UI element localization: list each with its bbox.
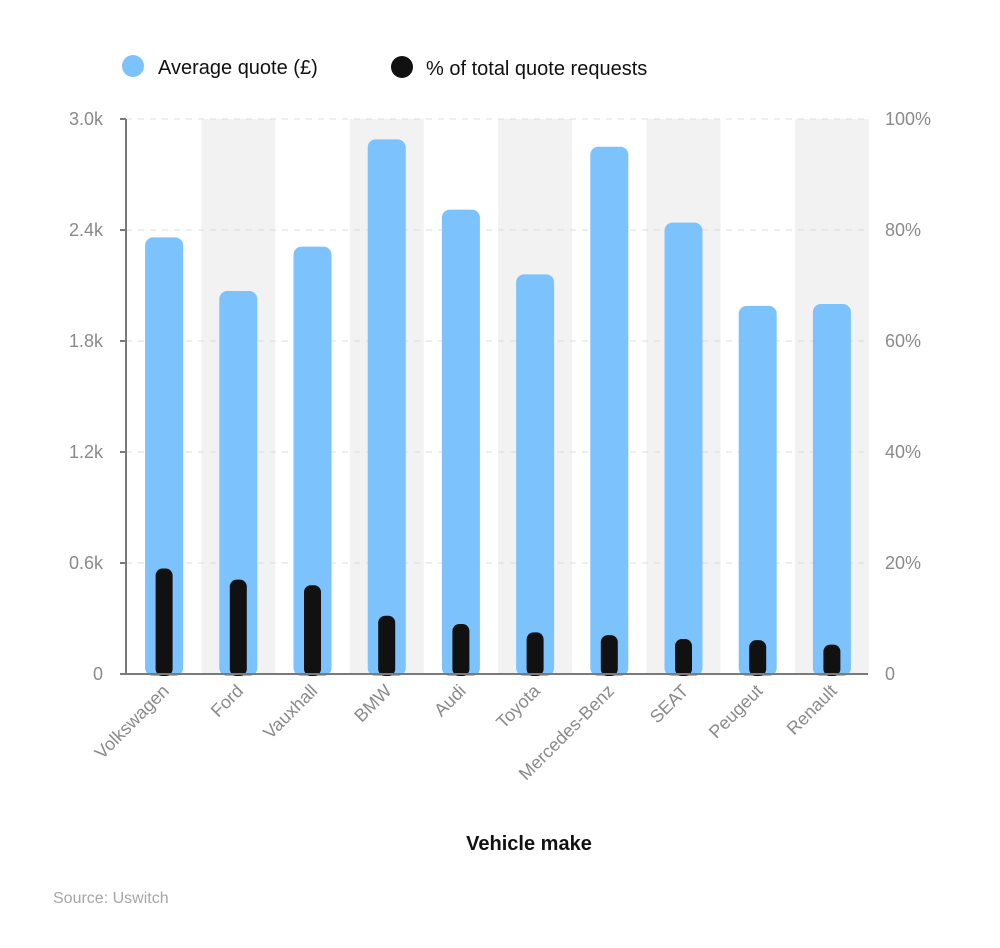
bar-quote-requests-bmw (378, 615, 396, 676)
axes (120, 118, 868, 675)
category-label-peugeut: Peugeut (705, 681, 767, 743)
bar-quote-requests-peugeut (749, 640, 767, 676)
bar-quote-requests-volkswagen (155, 568, 173, 676)
bar-average-quote-ford (219, 291, 258, 676)
category-labels: Volkswagen Ford Vauxhall BMW Audi ToyotaMerce… (91, 680, 841, 784)
legend-swatch-quote-requests (391, 56, 413, 78)
bar-average-quote-toyota (516, 274, 555, 676)
category-label-volkswagen: Volkswagen (91, 681, 173, 763)
legend-label-quote-requests: % of total quote requests (426, 58, 647, 80)
bar-quote-requests-toyota (526, 632, 544, 676)
category-label-renault: Renault (783, 681, 841, 739)
bar-average-quote-seat (664, 222, 703, 676)
bar-average-quote-audi (441, 209, 480, 676)
left-tick-label-1: 0.6k (69, 553, 104, 573)
bar-quote-requests-renault (823, 644, 841, 676)
category-label-audi: Audi (430, 681, 470, 721)
bar-quote-requests-audi (452, 624, 470, 676)
legend: Average quote (£) % of total quote reque… (122, 55, 647, 80)
bar-average-quote-renault (812, 304, 851, 676)
right-tick-label-5: 100% (885, 109, 931, 129)
right-tick-label-2: 40% (885, 442, 921, 462)
left-tick-label-3: 1.8k (69, 331, 104, 351)
left-tick-label-0: 0 (93, 664, 103, 684)
right-tick-label-1: 20% (885, 553, 921, 573)
legend-swatch-average-quote (122, 55, 144, 77)
bar-quote-requests-mercedes-benz (600, 635, 618, 676)
bar-quote-requests-vauxhall (304, 585, 321, 676)
right-axis-ticks: 0 20% 40% 60% 80% 100% (885, 109, 931, 684)
bar-average-quote-vauxhall (293, 246, 332, 676)
category-label-bmw: BMW (350, 681, 395, 726)
bar-average-quote-bmw (367, 139, 406, 677)
right-tick-label-4: 80% (885, 220, 921, 240)
bar-quote-requests-seat (675, 639, 692, 676)
legend-label-average-quote: Average quote (£) (158, 57, 318, 79)
x-axis-title: Vehicle make (466, 833, 592, 855)
bar-average-quote-volkswagen (145, 237, 184, 676)
right-tick-label-3: 60% (885, 331, 921, 351)
bar-average-quote-mercedes-benz (590, 146, 629, 676)
average-quote-bars (145, 139, 851, 677)
left-tick-label-4: 2.4k (69, 220, 104, 240)
category-label-toyota: Toyota (492, 680, 544, 732)
category-label-seat: SEAT (646, 681, 692, 727)
right-tick-label-0: 0 (885, 664, 895, 684)
left-tick-label-2: 1.2k (69, 442, 104, 462)
source-note: Source: Uswitch (53, 890, 169, 907)
left-tick-label-5: 3.0k (69, 109, 104, 129)
category-label-vauxhall: Vauxhall (259, 681, 321, 743)
quote-request-bars (155, 568, 841, 676)
left-axis-ticks: 0 0.6k 1.2k 1.8k 2.4k 3.0k (69, 109, 104, 684)
bar-quote-requests-ford (229, 579, 247, 676)
category-label-ford: Ford (207, 681, 247, 721)
bar-average-quote-peugeut (738, 305, 777, 676)
